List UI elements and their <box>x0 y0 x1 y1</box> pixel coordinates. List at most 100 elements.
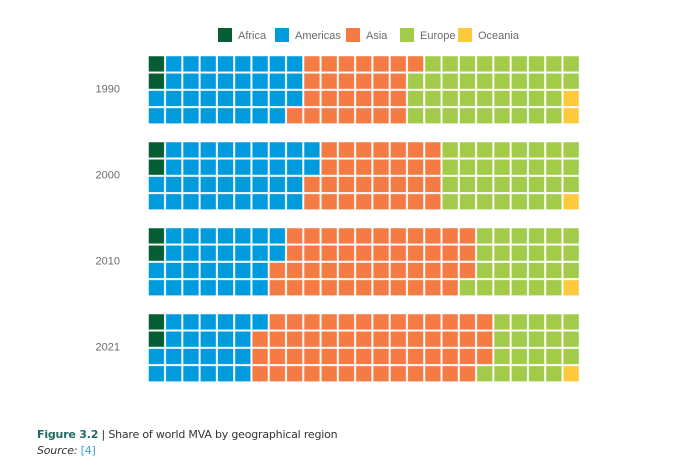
year-label: 2010 <box>96 256 120 268</box>
waffle-cell-europe <box>476 141 494 159</box>
waffle-cell-asia <box>355 227 373 245</box>
waffle-cell-americas <box>199 227 217 245</box>
waffle-cell-europe <box>510 262 528 279</box>
waffle-cell-americas <box>199 90 217 107</box>
waffle-cell-asia <box>320 176 338 193</box>
waffle-cell-asia <box>320 90 338 107</box>
waffle-cell-europe <box>493 330 511 348</box>
waffle-blocks: 1990 2000 2010 2021 <box>96 55 580 383</box>
legend-item-asia: Asia <box>346 28 388 42</box>
waffle-cell-europe <box>528 72 545 90</box>
waffle-cell-asia <box>269 279 286 297</box>
waffle-cell-americas <box>148 107 165 125</box>
waffle-cell-americas <box>182 141 200 159</box>
waffle-cell-asia <box>303 90 321 107</box>
year-label: 1990 <box>96 84 120 96</box>
waffle-cell-europe <box>459 90 476 107</box>
waffle-cell-asia <box>407 330 424 348</box>
waffle-cell-asia <box>407 141 424 159</box>
waffle-cell-asia <box>338 55 355 73</box>
waffle-cell-europe <box>476 262 494 279</box>
waffle-cell-americas <box>199 176 217 193</box>
waffle-cell-asia <box>269 330 286 348</box>
waffle-cell-asia <box>372 330 390 348</box>
waffle-cell-americas <box>269 90 286 107</box>
waffle-cell-americas <box>199 330 217 348</box>
waffle-cell-americas <box>148 279 165 297</box>
waffle-cell-asia <box>355 330 373 348</box>
waffle-cell-africa <box>148 141 165 159</box>
waffle-cell-asia <box>390 107 407 125</box>
waffle-cell-europe <box>545 141 563 159</box>
waffle-cell-asia <box>338 313 355 331</box>
waffle-cell-asia <box>338 279 355 297</box>
waffle-cell-americas <box>217 262 234 279</box>
waffle-cell-asia <box>390 365 407 383</box>
waffle-cell-americas <box>182 262 200 279</box>
waffle-cell-americas <box>182 72 200 90</box>
waffle-cell-americas <box>165 158 182 176</box>
waffle-cell-americas <box>217 141 234 159</box>
waffle-cell-asia <box>355 176 373 193</box>
waffle-cell-europe <box>441 90 459 107</box>
waffle-cell-asia <box>320 227 338 245</box>
waffle-cell-asia <box>355 348 373 365</box>
waffle-cell-europe <box>441 193 459 211</box>
waffle-cell-americas <box>269 176 286 193</box>
source-reference-link[interactable]: [4] <box>80 444 96 457</box>
waffle-cell-europe <box>476 244 494 262</box>
waffle-cell-americas <box>199 313 217 331</box>
waffle-cell-americas <box>234 193 252 211</box>
waffle-cell-asia <box>320 244 338 262</box>
waffle-cell-asia <box>424 262 442 279</box>
figure-caption: Figure 3.2 | Share of world MVA by geogr… <box>37 427 338 459</box>
waffle-cell-americas <box>148 193 165 211</box>
waffle-cell-asia <box>407 158 424 176</box>
waffle-cell-asia <box>459 348 476 365</box>
waffle-cell-asia <box>372 365 390 383</box>
legend-item-americas: Americas <box>275 28 341 42</box>
waffle-cell-americas <box>251 244 269 262</box>
waffle-cell-europe <box>459 107 476 125</box>
waffle-cell-europe <box>476 365 494 383</box>
waffle-cell-americas <box>269 141 286 159</box>
waffle-cell-asia <box>407 262 424 279</box>
waffle-cell-asia <box>338 262 355 279</box>
waffle-cell-asia <box>372 55 390 73</box>
waffle-cell-americas <box>182 193 200 211</box>
waffle-cell-asia <box>424 348 442 365</box>
legend-swatch <box>400 28 414 42</box>
waffle-cell-asia <box>355 107 373 125</box>
waffle-cell-europe <box>510 72 528 90</box>
legend: Africa Americas Asia Europe Oceania <box>218 28 520 42</box>
waffle-cell-americas <box>199 348 217 365</box>
waffle-cell-europe <box>459 72 476 90</box>
waffle-cell-americas <box>251 262 269 279</box>
waffle-cell-asia <box>286 279 303 297</box>
waffle-cell-asia <box>441 262 459 279</box>
waffle-cell-americas <box>199 72 217 90</box>
waffle-cell-asia <box>390 176 407 193</box>
waffle-cell-americas <box>199 193 217 211</box>
waffle-cell-americas <box>269 227 286 245</box>
waffle-cell-asia <box>269 365 286 383</box>
waffle-cell-asia <box>390 348 407 365</box>
waffle-cell-europe <box>562 348 580 365</box>
waffle-cell-asia <box>476 348 494 365</box>
waffle-cell-asia <box>372 244 390 262</box>
waffle-cell-europe <box>562 262 580 279</box>
waffle-cell-asia <box>407 313 424 331</box>
waffle-cell-americas <box>182 90 200 107</box>
waffle-cell-europe <box>476 227 494 245</box>
waffle-cell-americas <box>251 313 269 331</box>
waffle-cell-americas <box>165 193 182 211</box>
waffle-cell-europe <box>424 107 442 125</box>
waffle-cell-americas <box>251 72 269 90</box>
waffle-cell-asia <box>303 262 321 279</box>
waffle-cell-europe <box>528 279 545 297</box>
waffle-cell-europe <box>528 141 545 159</box>
waffle-cell-europe <box>562 227 580 245</box>
waffle-cell-asia <box>390 279 407 297</box>
waffle-cell-europe <box>510 158 528 176</box>
waffle-cell-europe <box>510 90 528 107</box>
